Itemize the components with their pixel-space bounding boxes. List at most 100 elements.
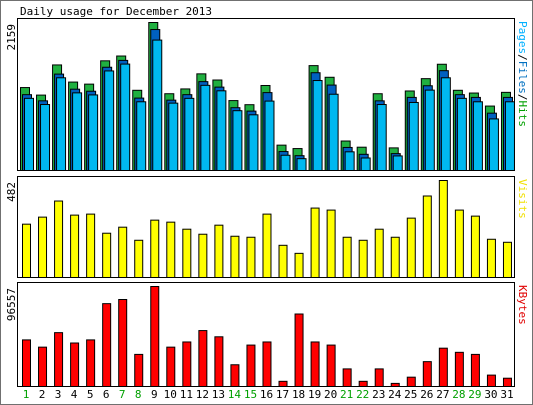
kbytes-bar — [150, 286, 160, 387]
kbytes-bar — [118, 299, 128, 388]
pages-bar — [328, 93, 339, 171]
x-tick-label: 12 — [196, 388, 209, 401]
chart-title: Daily usage for December 2013 — [20, 5, 212, 18]
visits-bar — [406, 217, 416, 278]
kbytes-bar — [486, 374, 496, 387]
kbytes-bar — [262, 341, 272, 387]
x-axis-labels: 1 2 3 4 5 6 7 8 9 10 11 12 13 14 15 16 17 18 19 20 21 22 23 24 2… — [23, 388, 514, 401]
pages-bar — [456, 97, 467, 171]
pages-bar — [488, 118, 499, 171]
visits-bar — [486, 238, 496, 279]
x-tick-label: 18 — [292, 388, 305, 401]
visits-bar — [134, 239, 144, 279]
visits-bar — [102, 232, 112, 278]
pages-bar — [504, 101, 515, 171]
pages-bar — [168, 102, 179, 171]
panel-legend: Visits — [516, 179, 529, 219]
pages-bar — [40, 104, 51, 171]
pages-bar — [120, 63, 131, 171]
visits-bar — [438, 180, 448, 278]
visits-bar — [278, 244, 288, 278]
panel-max-label: 96557 — [5, 288, 18, 321]
visits-bar — [22, 223, 31, 278]
pages-bar — [264, 100, 275, 171]
visits-bar — [342, 236, 352, 278]
legend-entry: Visits — [516, 179, 529, 219]
kbytes-panel: 96557 KBytes — [5, 282, 529, 388]
visits-bar — [454, 209, 464, 279]
pages-bar — [424, 89, 435, 171]
pages-bar — [72, 92, 83, 171]
pages-bar — [360, 157, 371, 171]
kbytes-bar — [86, 339, 96, 388]
pages-bar — [216, 90, 227, 171]
panel-legend: KBytes — [516, 285, 529, 325]
x-tick-label: 6 — [103, 388, 110, 401]
kbytes-bar — [214, 336, 224, 387]
visits-bar — [422, 195, 432, 278]
kbytes-bar — [294, 313, 304, 388]
pages-bar — [88, 94, 99, 171]
x-tick-label: 14 — [228, 388, 242, 401]
kbytes-bar — [406, 376, 416, 387]
pages-bar — [392, 155, 403, 171]
kbytes-bar — [134, 353, 144, 388]
visits-bar — [182, 228, 192, 279]
legend-entry: Hits — [516, 101, 529, 128]
visits-bar — [390, 236, 400, 278]
x-tick-label: 24 — [388, 388, 402, 401]
x-tick-label: 11 — [180, 388, 193, 401]
x-tick-label: 3 — [55, 388, 62, 401]
visits-bar — [502, 241, 512, 278]
kbytes-bar — [470, 353, 480, 388]
pages-bar — [104, 70, 115, 171]
kbytes-bar — [390, 382, 400, 388]
x-tick-label: 30 — [484, 388, 497, 401]
visits-bar — [374, 228, 384, 279]
kbytes-bar — [422, 361, 432, 388]
visits-bar — [166, 221, 176, 278]
visits-bar — [294, 252, 304, 278]
visits-bar — [230, 235, 240, 278]
pages-files-hits-panel: 2159 Pages/Files/Hits — [5, 18, 529, 172]
x-tick-label: 4 — [71, 388, 78, 401]
x-tick-label: 1 — [23, 388, 30, 401]
pages-bar — [152, 39, 163, 171]
x-tick-label: 9 — [151, 388, 158, 401]
pages-bar — [136, 101, 147, 171]
x-tick-label: 7 — [119, 388, 126, 401]
legend-entry: KBytes — [516, 285, 529, 325]
pages-bar — [280, 154, 291, 171]
pages-bar — [344, 151, 355, 172]
kbytes-bar — [374, 368, 384, 388]
kbytes-bar — [198, 330, 208, 388]
legend-entry: / — [516, 54, 529, 61]
visits-bar — [198, 233, 208, 278]
visits-bar — [38, 216, 48, 278]
x-tick-label: 22 — [356, 388, 369, 401]
pages-bar — [56, 77, 67, 171]
visits-bar — [118, 226, 128, 278]
pages-bar — [408, 101, 419, 171]
kbytes-bar — [438, 347, 448, 387]
pages-bar — [296, 158, 307, 172]
visits-panel: 482 Visits — [5, 176, 529, 279]
x-tick-label: 8 — [135, 388, 142, 401]
kbytes-bar — [70, 342, 80, 388]
kbytes-bar — [166, 346, 176, 388]
pages-bar — [232, 110, 243, 171]
visits-bar — [214, 224, 224, 278]
pages-bar — [312, 80, 323, 171]
kbytes-bar — [326, 344, 336, 388]
visits-bar — [310, 207, 320, 278]
kbytes-bar — [246, 344, 256, 388]
pages-bar — [248, 114, 259, 171]
kbytes-bar — [502, 377, 512, 388]
kbytes-bar — [342, 368, 352, 388]
pages-bar — [200, 84, 211, 171]
kbytes-bar — [278, 380, 288, 388]
kbytes-bar — [102, 303, 112, 387]
kbytes-bar — [230, 364, 240, 388]
x-tick-label: 17 — [276, 388, 289, 401]
